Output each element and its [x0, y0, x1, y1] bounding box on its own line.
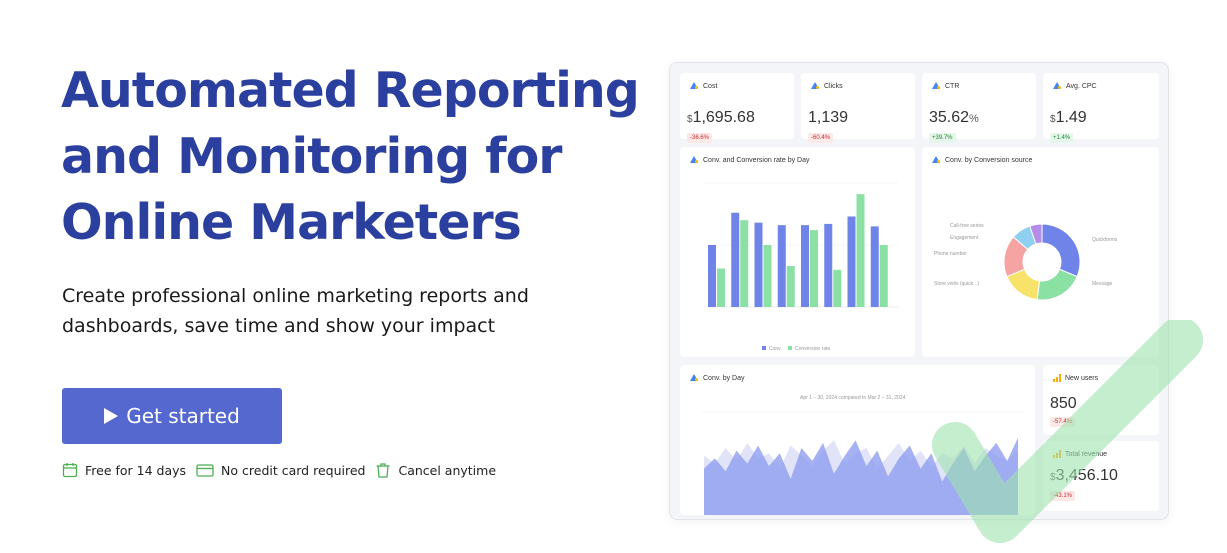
bar: [777, 225, 786, 307]
analytics-icon: [1053, 374, 1061, 382]
donut-label: Quickforms: [1092, 237, 1118, 243]
kpi-value: 1,139: [808, 109, 849, 126]
donut-label: Store visits (quick...): [934, 281, 979, 287]
credit-card-icon: [196, 464, 214, 477]
donut-label: Phone number: [934, 251, 967, 257]
kpi-title: Total revenue: [1065, 450, 1108, 458]
chart-title: Conv. by Day: [703, 374, 745, 382]
bar: [870, 226, 879, 307]
title-line: Online Marketers: [61, 194, 522, 251]
bar: [801, 225, 809, 307]
kpi-value: $1.49: [1050, 109, 1087, 126]
kpi-change-badge: -57.4%: [1050, 417, 1076, 427]
bar: [879, 245, 888, 307]
kpi-value: $3,456.10: [1050, 467, 1118, 484]
trash-icon: [376, 463, 390, 478]
kpi-card-new-users: New users 850 -57.4%: [1043, 365, 1159, 435]
perk-no-card: No credit card required: [196, 462, 365, 478]
perk-free-trial: Free for 14 days: [62, 462, 186, 478]
google-ads-icon: [690, 156, 699, 164]
google-ads-icon: [1053, 82, 1062, 90]
bar-chart-card: Conv. and Conversion rate by Day Conv. C…: [680, 147, 915, 357]
kpi-card-clicks: Clicks 1,139 -60.4%: [801, 73, 915, 143]
bar: [717, 268, 725, 307]
google-ads-icon: [811, 82, 820, 90]
legend-label: Conversion rate: [795, 346, 831, 352]
bar: [754, 222, 763, 307]
kpi-title: New users: [1065, 374, 1099, 382]
analytics-icon: [1053, 450, 1061, 458]
donut-label: Message: [1092, 281, 1113, 287]
area-chart-card: Conv. by Day Apr 1 – 30, 2024 compared t…: [680, 365, 1035, 515]
kpi-value: 850: [1050, 395, 1077, 412]
chart-title: Conv. by Conversion source: [945, 156, 1033, 164]
kpi-title: Clicks: [824, 82, 843, 90]
donut-label: Engagement: [950, 235, 979, 241]
legend-swatch: [788, 346, 792, 350]
bar: [763, 245, 772, 307]
perk-label: No credit card required: [221, 462, 366, 478]
kpi-change-badge: -36.6%: [687, 133, 713, 143]
kpi-change-badge: +39.7%: [929, 133, 956, 143]
hero-subtitle: Create professional online marketing rep…: [62, 281, 582, 341]
kpi-title: Cost: [703, 82, 718, 90]
bar: [833, 269, 842, 307]
google-ads-icon: [932, 82, 941, 90]
chart-title: Conv. and Conversion rate by Day: [703, 156, 810, 164]
donut-slice: [1041, 223, 1081, 278]
kpi-title: CTR: [945, 82, 960, 90]
page-title: Automated Reporting and Monitoring for O…: [61, 58, 651, 256]
area-chart: Apr 1 – 30, 2024 compared to Mar 2 – 31,…: [702, 395, 1025, 515]
perk-label: Free for 14 days: [85, 462, 187, 478]
play-icon: [104, 408, 119, 424]
bar: [708, 245, 716, 307]
chart-subtitle: Apr 1 – 30, 2024 compared to Mar 2 – 31,…: [800, 395, 906, 401]
donut-chart-card: Conv. by Conversion source Call-free ser…: [922, 147, 1159, 357]
kpi-card-ctr: CTR 35.62% +39.7%: [922, 73, 1036, 143]
kpi-change-badge: -60.4%: [808, 133, 834, 143]
subtitle-line: Create professional online marketing rep…: [62, 285, 529, 307]
bar: [824, 223, 833, 307]
donut-slice: [1036, 268, 1078, 301]
perks-list: Free for 14 days No credit card required…: [62, 462, 496, 478]
bar: [856, 194, 865, 307]
legend-label: Conv.: [769, 346, 782, 352]
kpi-title: Avg. CPC: [1066, 82, 1097, 90]
subtitle-line: dashboards, save time and show your impa…: [62, 315, 496, 337]
kpi-card-avg-cpc: Avg. CPC $1.49 +1.4%: [1043, 73, 1159, 143]
bar: [847, 216, 856, 307]
bar: [810, 230, 818, 307]
title-line: and Monitoring for: [61, 128, 562, 185]
perk-cancel: Cancel anytime: [375, 462, 496, 478]
donut-slice: [1029, 223, 1043, 245]
get-started-button[interactable]: Get started: [62, 388, 282, 444]
bar: [786, 266, 795, 307]
bar: [740, 220, 749, 307]
kpi-card-cost: Cost $1,695.68 -36.6%: [680, 73, 794, 143]
perk-label: Cancel anytime: [398, 462, 497, 478]
google-ads-icon: [690, 82, 699, 90]
get-started-label: Get started: [126, 404, 240, 428]
calendar-icon: [62, 463, 78, 478]
legend-swatch: [762, 346, 766, 350]
dashboard-preview: Cost $1,695.68 -36.6% Clicks 1,139 -60.4…: [669, 62, 1169, 520]
donut-chart: Call-free series Engagement Phone number…: [934, 223, 1118, 301]
kpi-value: $1,695.68: [687, 109, 755, 126]
google-ads-icon: [690, 374, 699, 382]
kpi-change-badge: -43.1%: [1050, 491, 1076, 501]
title-line: Automated Reporting: [61, 62, 640, 119]
google-ads-icon: [932, 156, 941, 164]
bar: [731, 212, 740, 307]
kpi-value: 35.62%: [929, 109, 979, 126]
kpi-change-badge: +1.4%: [1050, 133, 1074, 143]
bar-chart: Conv. Conversion rate: [704, 182, 898, 352]
kpi-card-total-revenue: Total revenue $3,456.10 -43.1%: [1043, 441, 1159, 511]
donut-label: Call-free series: [950, 223, 984, 229]
